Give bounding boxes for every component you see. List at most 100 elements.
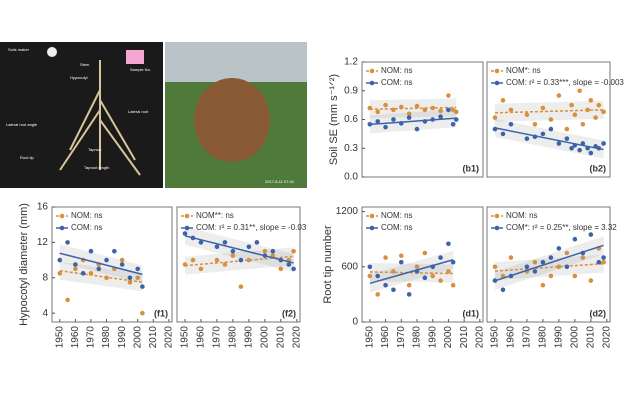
panel-label: (d2) bbox=[590, 308, 607, 318]
legend-marker bbox=[494, 80, 500, 86]
x-tick-label: 1990 bbox=[427, 326, 438, 349]
point bbox=[540, 282, 546, 288]
x-tick-label: 1990 bbox=[117, 326, 128, 349]
point bbox=[601, 255, 606, 260]
point bbox=[524, 112, 530, 118]
point bbox=[508, 121, 514, 127]
legend-marker bbox=[59, 213, 65, 219]
legend-label: NOM: ns bbox=[71, 211, 103, 220]
point bbox=[596, 259, 602, 265]
point bbox=[406, 292, 412, 297]
photo-label: Soils maker bbox=[8, 47, 30, 52]
trend-line bbox=[59, 252, 143, 276]
point bbox=[524, 264, 530, 270]
panel-label: (f2) bbox=[282, 308, 296, 318]
point bbox=[580, 121, 586, 127]
x-tick-label: 2020 bbox=[474, 326, 485, 349]
point bbox=[450, 121, 456, 127]
x-tick-label: 1970 bbox=[212, 326, 223, 349]
point bbox=[450, 259, 456, 265]
legend-label: COM: ns bbox=[381, 223, 413, 232]
point bbox=[104, 257, 109, 263]
photo-label: Taproot length bbox=[84, 165, 109, 170]
legend-marker bbox=[494, 213, 500, 219]
point bbox=[588, 98, 594, 103]
x-tick-label: 1980 bbox=[538, 326, 549, 349]
y-axis-title: Hypocotyl diameter (mm) bbox=[18, 203, 30, 326]
point bbox=[577, 88, 582, 94]
point bbox=[406, 115, 412, 120]
trend-line bbox=[494, 262, 604, 272]
panel-label: (b1) bbox=[463, 163, 480, 173]
y-axis-title: Root tip number bbox=[322, 225, 334, 304]
y-tick-label: 12 bbox=[37, 237, 49, 248]
point bbox=[422, 275, 428, 281]
point bbox=[438, 255, 443, 260]
legend-marker bbox=[494, 225, 500, 231]
point bbox=[214, 257, 220, 263]
plot-frame bbox=[51, 206, 173, 323]
point bbox=[556, 264, 562, 270]
trend-line bbox=[369, 259, 454, 285]
point bbox=[601, 141, 606, 146]
point bbox=[135, 275, 141, 281]
x-tick-label: 1980 bbox=[101, 326, 112, 349]
point bbox=[569, 102, 574, 108]
point bbox=[127, 275, 133, 281]
point bbox=[367, 273, 373, 279]
point bbox=[564, 250, 570, 256]
point bbox=[214, 244, 220, 250]
x-tick-label: 1950 bbox=[54, 326, 65, 349]
point bbox=[540, 131, 546, 137]
plot-frame bbox=[176, 206, 301, 323]
x-tick-label: 1970 bbox=[396, 326, 407, 349]
x-tick-label: 1950 bbox=[490, 326, 501, 349]
point bbox=[422, 250, 428, 256]
point bbox=[391, 117, 396, 122]
point bbox=[556, 141, 562, 146]
x-tick-label: 2010 bbox=[585, 326, 596, 349]
x-tick-label: 2010 bbox=[275, 326, 286, 349]
point bbox=[453, 109, 459, 115]
legend-marker bbox=[369, 225, 375, 231]
trend-line bbox=[184, 235, 294, 264]
point bbox=[254, 240, 260, 245]
trend-line bbox=[494, 109, 604, 114]
y-tick-label: 8 bbox=[42, 272, 48, 283]
point bbox=[596, 102, 602, 108]
point bbox=[532, 259, 538, 265]
point bbox=[572, 273, 578, 279]
point bbox=[438, 278, 443, 283]
x-tick-label: 1990 bbox=[244, 326, 255, 349]
point bbox=[492, 264, 498, 270]
point bbox=[588, 232, 594, 237]
point bbox=[383, 124, 388, 130]
x-tick-label: 2000 bbox=[132, 326, 143, 349]
photo-label: Sample No. bbox=[130, 67, 151, 72]
y-tick-label: 0.6 bbox=[344, 114, 358, 125]
point bbox=[446, 107, 451, 113]
point bbox=[446, 241, 451, 247]
point bbox=[580, 255, 586, 260]
point bbox=[286, 262, 292, 267]
point bbox=[414, 126, 420, 132]
legend-marker bbox=[369, 68, 375, 74]
point bbox=[57, 257, 63, 263]
point bbox=[230, 253, 236, 258]
photo-label: Lateral root bbox=[128, 109, 149, 114]
point bbox=[230, 248, 236, 254]
point bbox=[577, 147, 582, 153]
legend-label: NOM: ns bbox=[381, 66, 413, 75]
point bbox=[119, 257, 125, 263]
point bbox=[383, 102, 388, 108]
root-photo bbox=[0, 42, 163, 188]
legend-label: COM: r² = 0.33***, slope = -0.003 bbox=[506, 78, 624, 87]
point bbox=[96, 266, 102, 272]
legend-label: NOM*: ns bbox=[506, 66, 541, 75]
point bbox=[556, 246, 562, 251]
point bbox=[246, 244, 252, 250]
point bbox=[190, 257, 196, 263]
legend-marker bbox=[59, 225, 65, 231]
confidence-band bbox=[369, 98, 457, 119]
